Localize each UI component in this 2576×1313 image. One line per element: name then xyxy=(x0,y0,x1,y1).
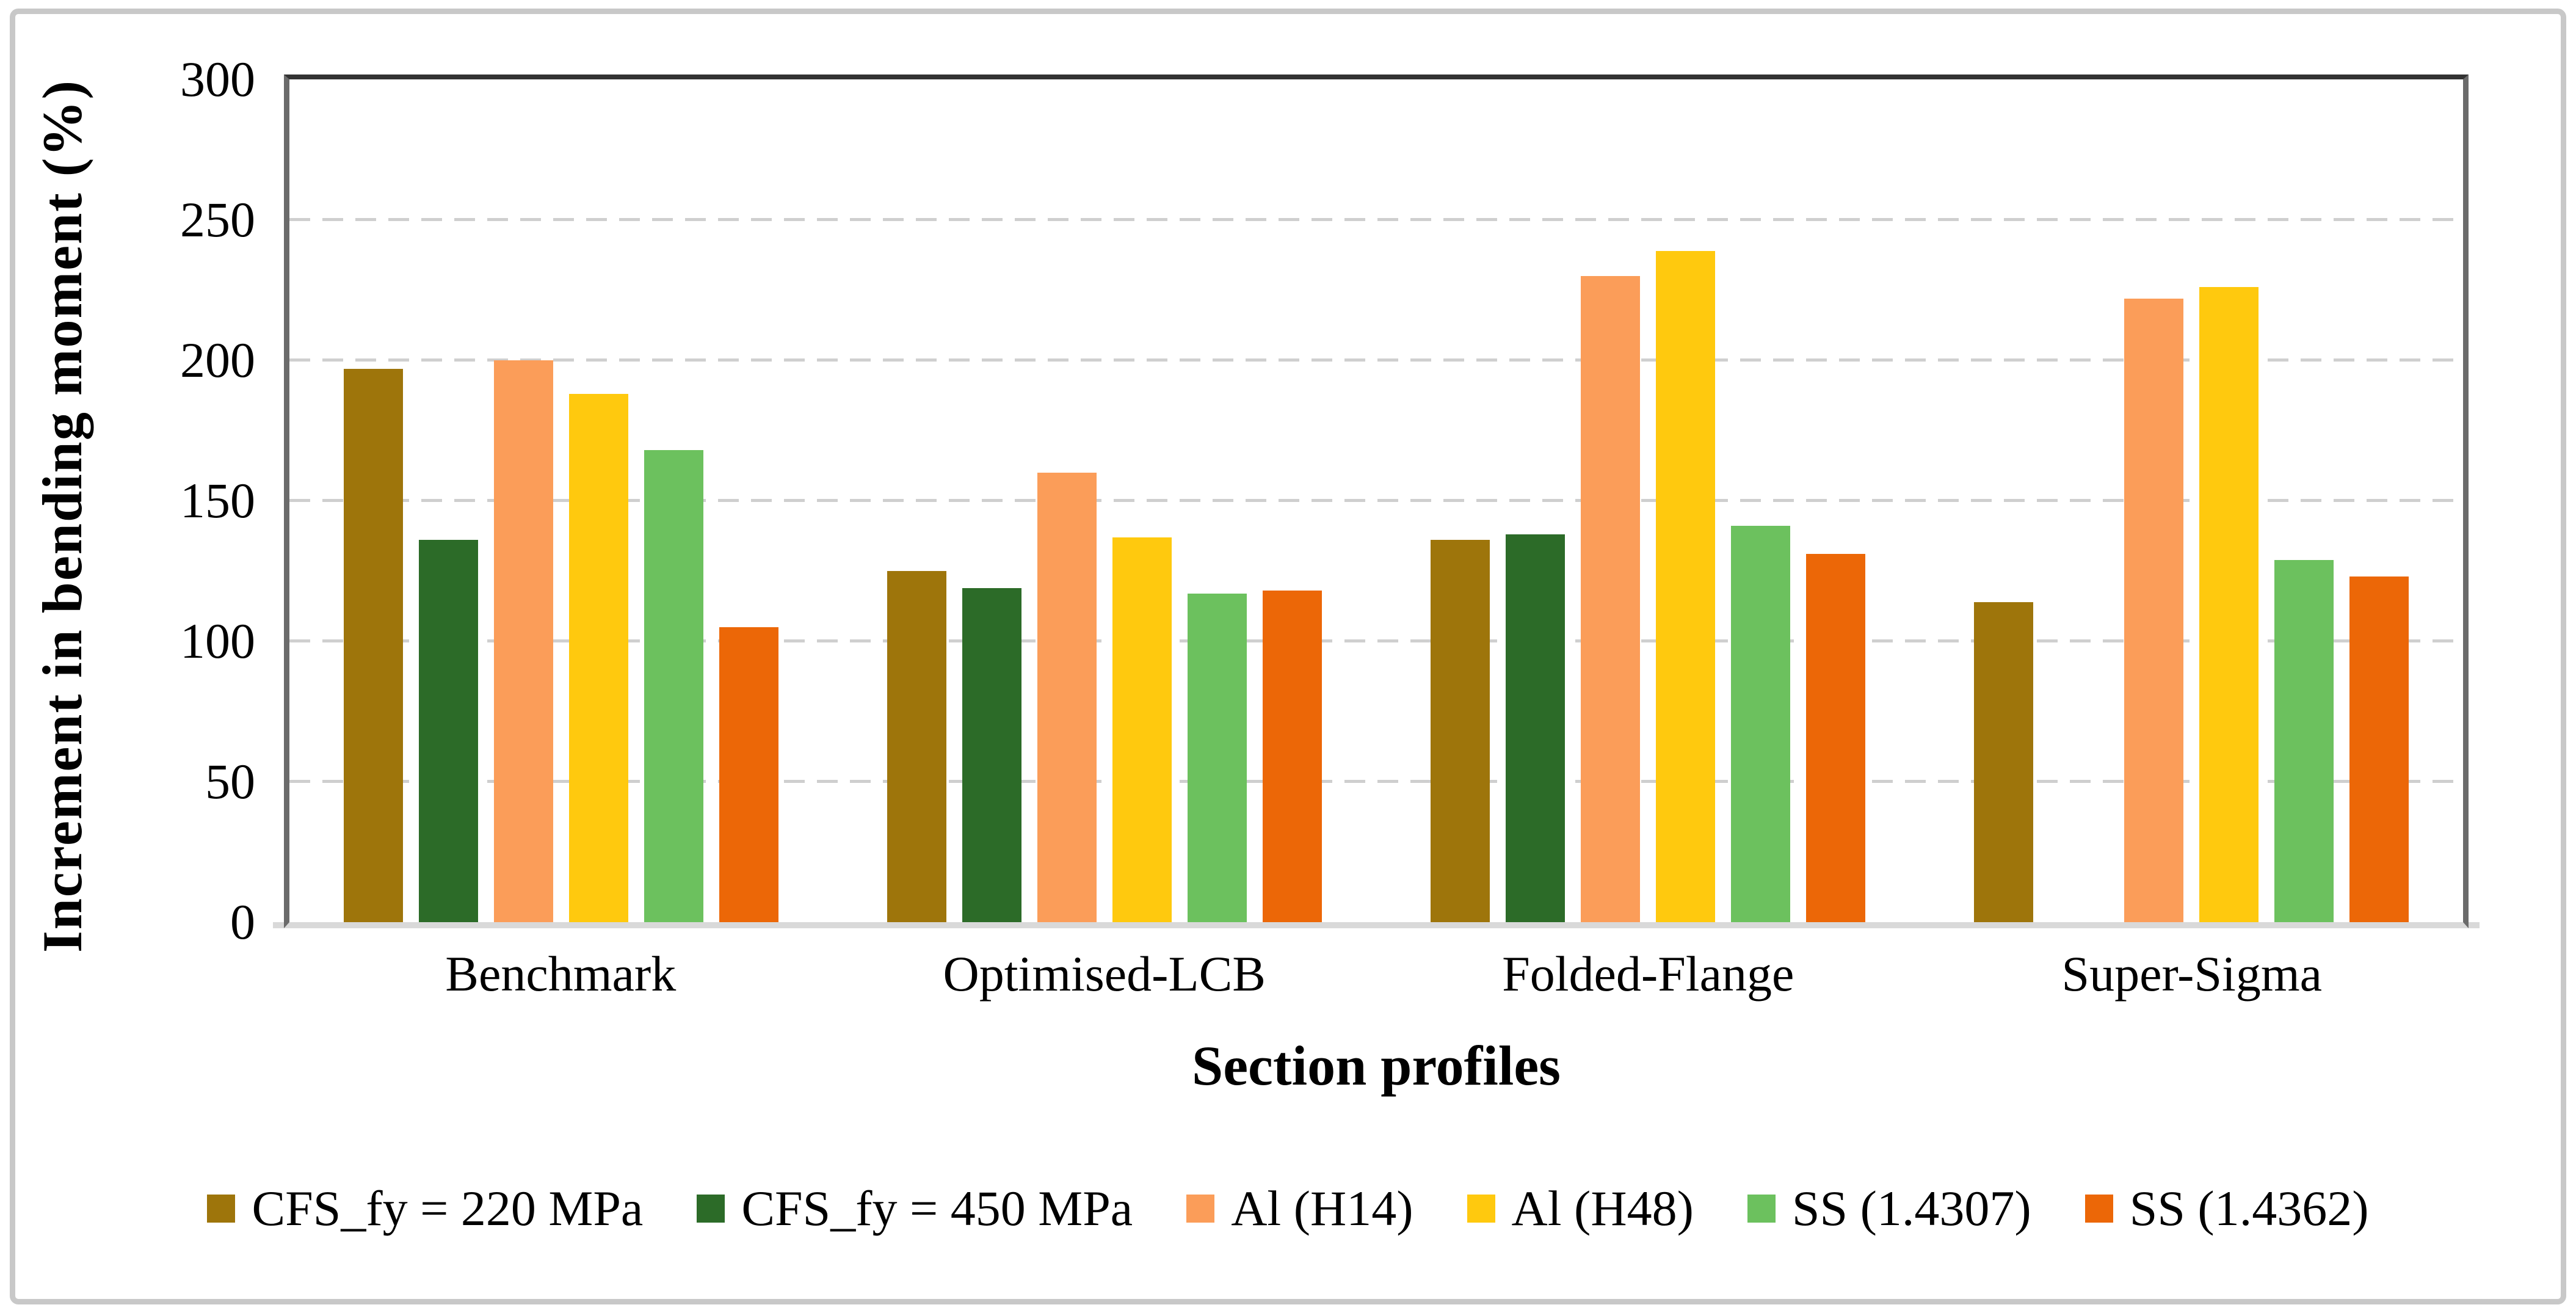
bar xyxy=(962,587,1021,922)
plot-content xyxy=(289,79,2463,922)
legend: CFS_fy = 220 MPa CFS_fy = 450 MPa Al (H14)… xyxy=(0,1180,2576,1237)
bar xyxy=(344,368,403,922)
bar xyxy=(1263,591,1322,922)
bar xyxy=(2274,559,2334,922)
bar xyxy=(1731,526,1790,922)
legend-swatch xyxy=(1186,1195,1215,1223)
gridline-50 xyxy=(289,780,2463,784)
bar xyxy=(2349,576,2409,922)
y-tick-label: 50 xyxy=(205,754,255,809)
bar xyxy=(719,627,778,922)
legend-swatch xyxy=(2084,1195,2113,1223)
legend-swatch xyxy=(1747,1195,1776,1223)
y-tick-label: 150 xyxy=(180,473,255,528)
gridline-150 xyxy=(289,499,2463,502)
legend-label: CFS_fy = 450 MPa xyxy=(741,1180,1133,1236)
bar xyxy=(1581,276,1640,922)
plot-area xyxy=(284,75,2469,928)
gridline-100 xyxy=(289,639,2463,643)
bar xyxy=(419,540,478,922)
legend-item: CFS_fy = 220 MPa xyxy=(207,1180,643,1237)
bar xyxy=(494,360,553,922)
bar xyxy=(1506,534,1565,922)
legend-item: Al (H48) xyxy=(1467,1180,1694,1237)
bar xyxy=(887,571,946,922)
bar xyxy=(1656,250,1715,922)
x-category-label: Folded-Flange xyxy=(1502,946,1794,1002)
bar xyxy=(1112,537,1172,922)
bar xyxy=(2124,298,2183,922)
bar-group-super-sigma xyxy=(1920,79,2463,922)
legend-swatch xyxy=(207,1195,236,1223)
x-axis-title: Section profiles xyxy=(1192,1035,1561,1097)
legend-item: CFS_fy = 450 MPa xyxy=(697,1180,1133,1237)
y-tick-label: 300 xyxy=(180,51,255,107)
bar-group-folded-flange xyxy=(1376,79,1920,922)
y-tick-label: 0 xyxy=(230,894,255,950)
x-category-label: Optimised-LCB xyxy=(943,946,1266,1002)
bar xyxy=(569,394,628,922)
bar xyxy=(1431,540,1490,922)
legend-label: CFS_fy = 220 MPa xyxy=(252,1180,644,1236)
y-tick-label: 100 xyxy=(180,613,255,669)
bar-groups xyxy=(289,79,2463,922)
y-tick-label: 200 xyxy=(180,332,255,388)
legend-label: Al (H48) xyxy=(1511,1180,1694,1236)
x-category-label: Benchmark xyxy=(445,946,677,1002)
bar xyxy=(1188,593,1247,922)
legend-item: SS (1.4362) xyxy=(2084,1180,2369,1237)
bar xyxy=(1037,473,1097,922)
bar xyxy=(2199,287,2259,922)
bar xyxy=(1974,602,2033,922)
legend-item: Al (H14) xyxy=(1186,1180,1413,1237)
legend-item: SS (1.4307) xyxy=(1747,1180,2031,1237)
legend-label: Al (H14) xyxy=(1231,1180,1413,1236)
gridline-200 xyxy=(289,358,2463,362)
x-category-label: Super-Sigma xyxy=(2061,946,2323,1002)
legend-label: SS (1.4307) xyxy=(1791,1180,2031,1236)
bar xyxy=(644,450,703,922)
gridline-250 xyxy=(289,218,2463,221)
legend-swatch xyxy=(1467,1195,1495,1223)
legend-label: SS (1.4362) xyxy=(2129,1180,2369,1236)
bar xyxy=(1806,554,1865,922)
bar-group-optimised-lcb xyxy=(833,79,1376,922)
y-axis-ticks: 0 50 100 150 200 250 300 xyxy=(0,54,255,947)
bar-group-benchmark xyxy=(289,79,833,922)
x-axis-labels: Benchmark Optimised-LCB Folded-Flange Super… xyxy=(289,945,2464,1003)
legend-swatch xyxy=(697,1195,725,1223)
y-tick-label: 250 xyxy=(180,191,255,247)
